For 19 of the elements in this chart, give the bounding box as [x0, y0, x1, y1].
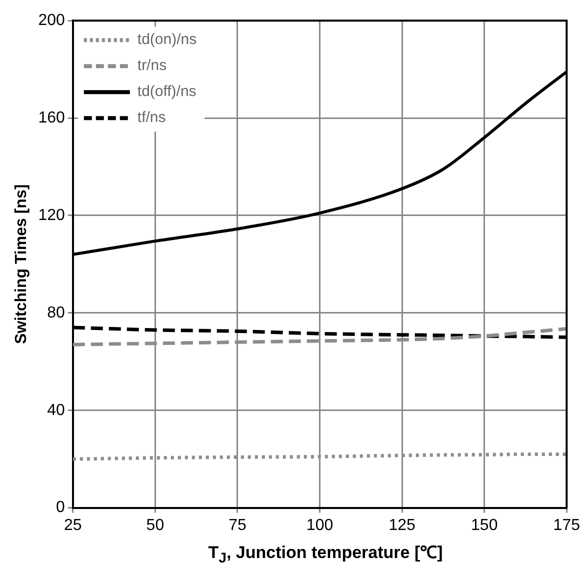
legend-label: td(on)/ns	[137, 31, 197, 48]
y-tick-label: 80	[47, 304, 65, 322]
y-axis-title: Switching Times [ns]	[13, 184, 30, 344]
x-tick-label: 75	[228, 516, 246, 534]
x-tick-label: 175	[553, 516, 580, 534]
x-tick-label: 100	[306, 516, 334, 534]
legend-label: tr/ns	[137, 57, 167, 74]
y-tick-label: 120	[38, 206, 65, 224]
y-tick-label: 0	[56, 499, 65, 516]
y-tick-label: 40	[47, 402, 65, 419]
x-tick-label: 150	[471, 516, 498, 534]
x-tick-label: 125	[388, 516, 416, 534]
y-tick-label: 160	[38, 109, 65, 126]
legend-label: tf/ns	[137, 109, 166, 126]
x-tick-label: 25	[64, 516, 82, 534]
x-axis-title: T$_{J}$, Junction temperature [℃]	[207, 542, 444, 566]
y-tick-label: 200	[38, 12, 65, 30]
x-tick-label: 50	[146, 516, 164, 534]
legend-label: td(off)/ns	[137, 83, 196, 100]
